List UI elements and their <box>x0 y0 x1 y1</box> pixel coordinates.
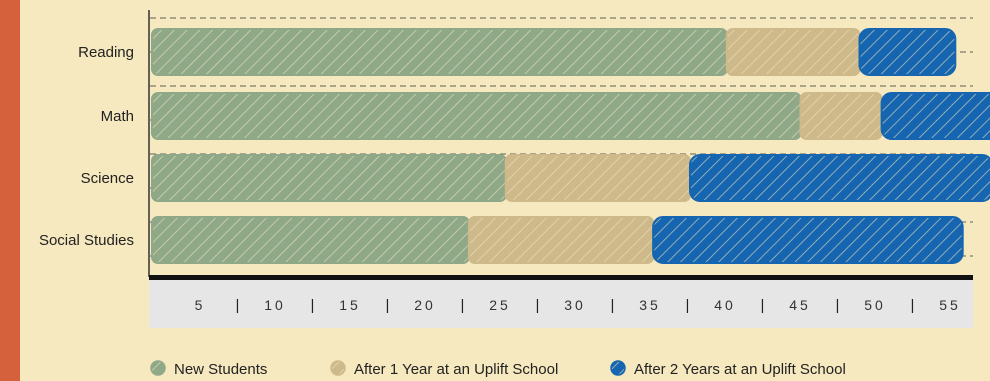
category-label: Reading <box>78 44 134 61</box>
x-tick-separator: | <box>911 297 915 314</box>
x-tick-label: 15 <box>339 297 361 313</box>
x-tick-label: 55 <box>939 297 961 313</box>
bar-segment <box>504 154 691 202</box>
legend-label: After 1 Year at an Uplift School <box>354 361 558 378</box>
bar-segment <box>880 92 990 140</box>
bar-segment <box>652 216 964 264</box>
x-tick-label: 40 <box>714 297 736 313</box>
x-tick-separator: | <box>236 297 240 314</box>
legend-label: After 2 Years at an Uplift School <box>634 361 846 378</box>
bar-segment <box>799 92 883 140</box>
bar-segment <box>858 28 957 76</box>
bar-segment <box>151 216 470 264</box>
x-tick-label: 5 <box>195 297 206 313</box>
bar-segment <box>725 28 861 76</box>
bar-segment <box>151 154 507 202</box>
x-tick-label: 10 <box>264 297 286 313</box>
x-tick-separator: | <box>536 297 540 314</box>
bar-segment <box>689 154 990 202</box>
x-tick-label: 35 <box>639 297 661 313</box>
legend-swatch <box>330 360 346 376</box>
category-label: Math <box>101 108 134 125</box>
x-tick-separator: | <box>386 297 390 314</box>
bar-segment <box>467 216 655 264</box>
category-label: Social Studies <box>39 232 134 249</box>
legend: New Students After 1 Year at an Uplift Sc… <box>150 360 846 378</box>
bar-segment <box>151 28 728 76</box>
x-tick-label: 20 <box>414 297 436 313</box>
legend-label: New Students <box>174 361 267 378</box>
side-accent-stripe <box>0 0 20 381</box>
category-labels: Reading Math Science Social Studies <box>39 44 134 249</box>
x-axis-panel <box>149 277 973 328</box>
x-tick-label: 45 <box>789 297 811 313</box>
legend-swatch <box>610 360 626 376</box>
x-tick-separator: | <box>461 297 465 314</box>
x-tick-label: 25 <box>489 297 511 313</box>
x-tick-separator: | <box>686 297 690 314</box>
x-tick-label: 30 <box>564 297 586 313</box>
category-label: Science <box>81 170 134 187</box>
x-tick-separator: | <box>761 297 765 314</box>
bar-segment <box>151 92 802 140</box>
x-tick-separator: | <box>836 297 840 314</box>
legend-swatch <box>150 360 166 376</box>
x-axis-line <box>149 275 973 280</box>
x-tick-labels: 5 | 10 | 15 | 20 | 25 | 30 | 35 | 40 | 45 | 50 | 55 <box>195 297 961 314</box>
bars <box>151 28 990 264</box>
x-tick-label: 50 <box>864 297 886 313</box>
x-tick-separator: | <box>611 297 615 314</box>
x-tick-separator: | <box>311 297 315 314</box>
